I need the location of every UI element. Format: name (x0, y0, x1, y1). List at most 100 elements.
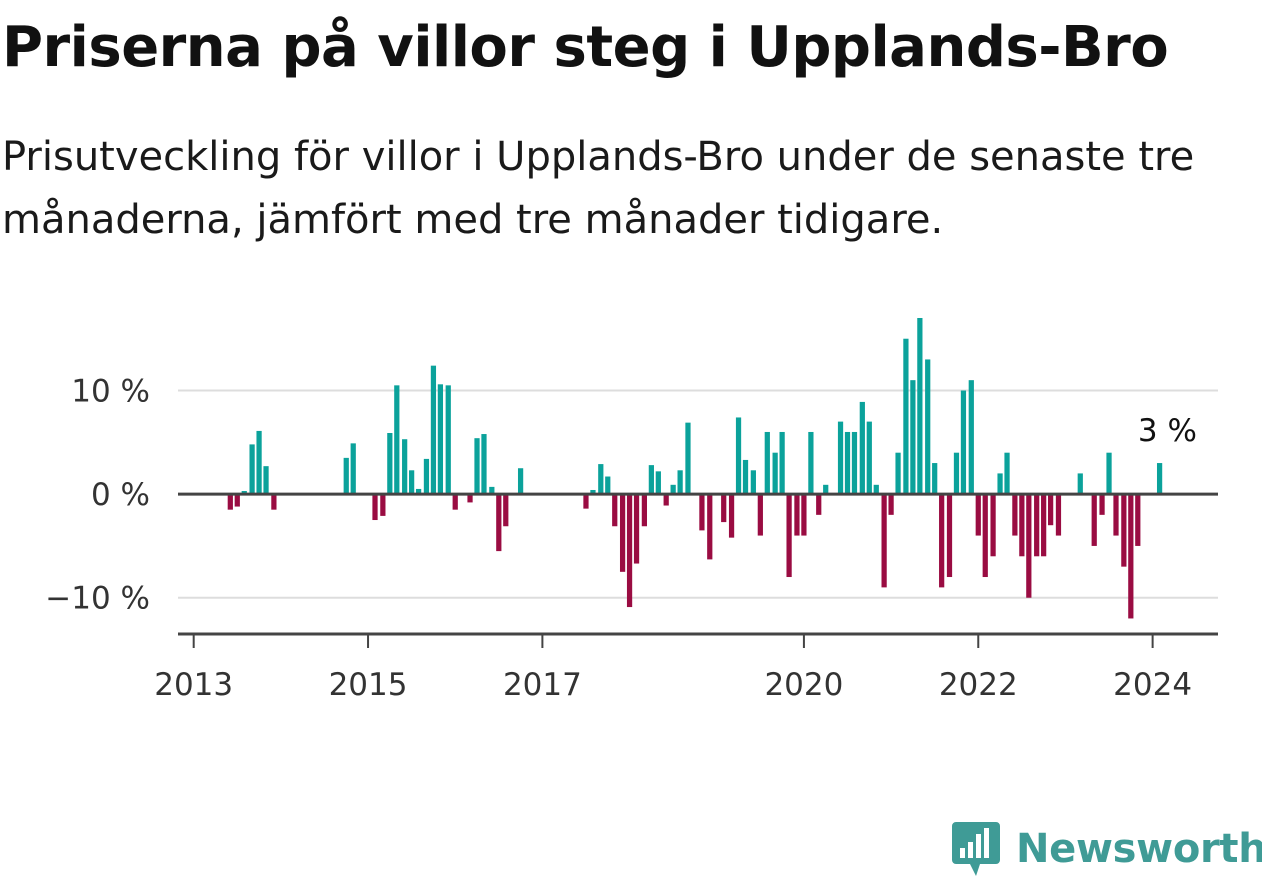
bar (946, 494, 953, 578)
bar (939, 494, 945, 588)
bar (859, 401, 865, 495)
bar (234, 494, 240, 507)
chart-subtitle: Prisutveckling för villor i Upplands-Bro… (2, 134, 1195, 243)
bar (452, 494, 458, 510)
bar (474, 438, 480, 495)
bar (633, 494, 640, 564)
bar (503, 494, 509, 527)
bar (1099, 494, 1105, 515)
x-tick-label: 2017 (503, 667, 582, 703)
bar (1091, 494, 1097, 546)
x-tick-label: 2024 (1113, 667, 1192, 703)
bar (816, 494, 822, 515)
bar-series (227, 318, 1163, 619)
bar (873, 484, 879, 495)
bar (932, 463, 938, 495)
bar (648, 465, 654, 495)
bar (997, 473, 1003, 495)
x-tick-label: 2022 (939, 667, 1018, 703)
bar (844, 431, 851, 495)
bar (1004, 452, 1010, 495)
bar (619, 494, 626, 572)
bar (801, 494, 807, 536)
bar (612, 494, 618, 527)
newsworthy-logo-icon (952, 822, 1000, 876)
y-tick-label: −10 % (45, 581, 150, 617)
bar (953, 452, 960, 495)
bar (670, 484, 676, 495)
bar (707, 494, 713, 560)
bar (1121, 494, 1127, 567)
bar (1012, 494, 1018, 536)
bar (271, 494, 277, 510)
bar (415, 488, 422, 495)
bar (350, 443, 356, 495)
bar (794, 494, 800, 536)
bar (1019, 494, 1025, 557)
bar (866, 421, 872, 495)
bar (423, 458, 430, 495)
bar (445, 385, 451, 495)
bar (343, 457, 349, 495)
bar (372, 494, 378, 521)
axes: −10 % 0 % 10 % 2013 2015 2017 2020 2022 2024 (45, 374, 1218, 703)
bar (227, 494, 233, 510)
bar (1128, 494, 1134, 619)
bar (605, 476, 611, 495)
bar (808, 431, 814, 495)
bar (757, 494, 763, 536)
bar (481, 434, 487, 495)
bar (735, 417, 742, 495)
bar (598, 464, 604, 495)
grid-lines (178, 389, 1218, 599)
bar (496, 494, 502, 552)
bar (750, 470, 756, 495)
bar (387, 433, 393, 495)
bar (786, 494, 792, 578)
bar (903, 338, 909, 495)
bar (721, 494, 727, 523)
brand-name: Newsworthy (1016, 826, 1262, 872)
bar (583, 494, 589, 509)
bar (489, 486, 495, 495)
x-tick-label: 2013 (154, 667, 233, 703)
bar (990, 494, 996, 557)
bar (409, 470, 415, 495)
bar (699, 494, 705, 531)
bar (626, 494, 633, 608)
bar (1113, 494, 1119, 536)
bar (655, 471, 661, 495)
bar (1026, 494, 1032, 598)
bar (1077, 473, 1083, 495)
bar (742, 459, 749, 495)
bar (394, 385, 400, 495)
bar (241, 491, 247, 495)
bar (1106, 452, 1112, 495)
bar (685, 422, 691, 495)
bar (982, 494, 988, 578)
y-tick-label: 10 % (71, 374, 150, 410)
bar (641, 494, 647, 527)
bar (975, 494, 981, 536)
chart-title: Priserna på villor steg i Upplands-Bro (2, 15, 1169, 80)
bar (1048, 494, 1054, 526)
bar (764, 431, 770, 495)
annotations: 3 % (1138, 413, 1197, 449)
bar (402, 439, 408, 495)
bar (1055, 494, 1062, 536)
newsworthy-logo[interactable]: Newsworthy (950, 820, 1262, 878)
bar (1156, 463, 1163, 495)
bar (437, 384, 444, 495)
bar (249, 444, 255, 495)
bar (663, 494, 669, 506)
bar (590, 489, 596, 495)
latest-value-label: 3 % (1138, 413, 1197, 449)
bar (895, 452, 901, 495)
bar (837, 421, 844, 495)
bar (881, 494, 887, 588)
x-tick-label: 2020 (764, 667, 843, 703)
bar (517, 468, 524, 495)
bar (380, 494, 386, 516)
bar (925, 359, 931, 495)
